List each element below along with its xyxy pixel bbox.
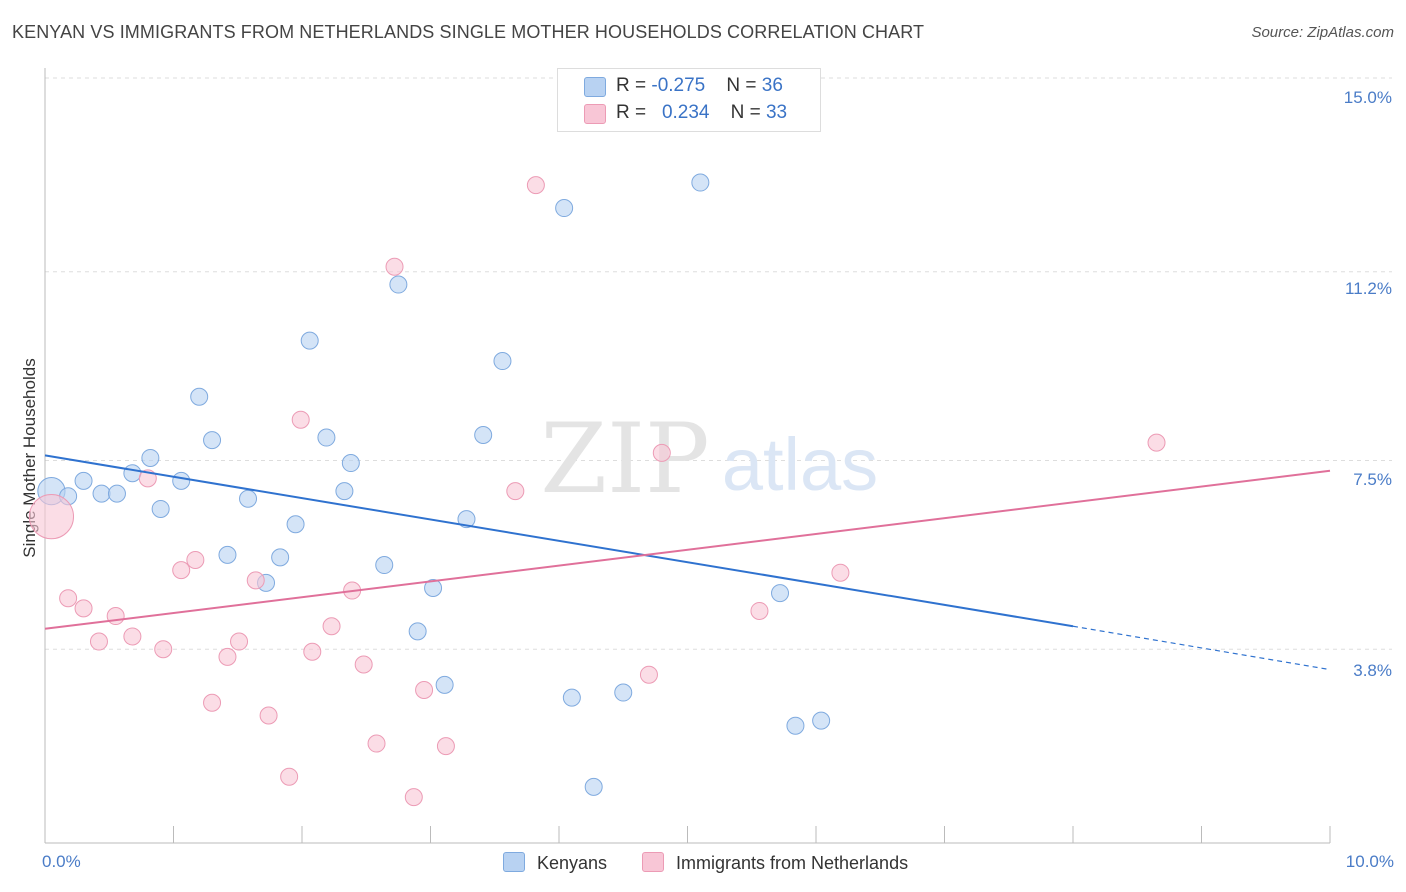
- r-value: 0.234: [661, 102, 710, 123]
- netherlands-point: [415, 681, 434, 699]
- chart-title: KENYAN VS IMMIGRANTS FROM NETHERLANDS SI…: [12, 22, 925, 42]
- x-tick-label-max: 10.0%: [1345, 852, 1394, 871]
- r-label: R =: [616, 75, 652, 96]
- kenyans-point: [474, 426, 493, 444]
- netherlands-point: [154, 640, 173, 659]
- legend-item-netherlands: Immigrants from Netherlands: [642, 852, 908, 874]
- netherlands-point: [639, 665, 658, 684]
- netherlands-point: [203, 693, 222, 712]
- netherlands-point: [354, 655, 373, 674]
- kenyans-legend-swatch: [503, 852, 525, 872]
- kenyans-point: [92, 484, 111, 503]
- netherlands-trendline: [44, 469, 1331, 630]
- watermark-zip: ZIP: [540, 403, 709, 515]
- netherlands-point: [246, 571, 265, 590]
- netherlands-legend-swatch: [642, 852, 664, 872]
- kenyans-point: [317, 428, 336, 447]
- kenyans-point: [123, 464, 142, 483]
- kenyans-trendline-extension: [1072, 625, 1331, 671]
- kenyans-point: [812, 711, 831, 730]
- kenyans-point: [614, 683, 633, 702]
- r-value: -0.275: [651, 75, 706, 96]
- kenyans-point: [335, 482, 354, 501]
- netherlands-point: [28, 493, 75, 540]
- kenyans-point: [141, 448, 160, 467]
- netherlands-point: [831, 563, 850, 582]
- netherlands-point: [89, 632, 108, 651]
- kenyans-point: [408, 622, 427, 641]
- y-tick-label: 7.5%: [1353, 470, 1392, 489]
- kenyans-point: [151, 499, 170, 518]
- y-tick-label: 11.2%: [1345, 279, 1392, 298]
- netherlands-point: [1147, 433, 1166, 452]
- kenyans-point: [107, 484, 126, 503]
- y-tick-label: 15.0%: [1343, 88, 1392, 107]
- kenyans-point: [691, 173, 710, 192]
- x-tick-label-min: 0.0%: [42, 852, 81, 871]
- kenyans-point: [493, 352, 512, 371]
- r-label: R =: [616, 102, 652, 123]
- kenyans-point: [555, 199, 574, 218]
- kenyans-point: [375, 556, 394, 575]
- kenyans-point: [435, 675, 454, 694]
- netherlands-point: [186, 550, 205, 569]
- kenyans-swatch: [584, 77, 606, 97]
- kenyans-point: [786, 716, 805, 735]
- netherlands-point: [385, 257, 404, 276]
- kenyans-point: [218, 545, 237, 564]
- kenyans-point: [286, 515, 305, 534]
- netherlands-point: [230, 632, 249, 651]
- n-value: 33: [765, 102, 788, 123]
- netherlands-point: [750, 601, 769, 620]
- kenyans-point: [74, 471, 93, 490]
- legend-item-kenyans: Kenyans: [503, 852, 607, 874]
- netherlands-point: [106, 607, 125, 626]
- n-label: N =: [726, 75, 762, 96]
- kenyans-point: [271, 548, 290, 567]
- netherlands-point: [172, 561, 191, 580]
- kenyans-point: [457, 510, 476, 529]
- n-label: N =: [730, 102, 766, 123]
- legend-label: Kenyans: [537, 853, 608, 873]
- netherlands-point: [259, 706, 278, 725]
- kenyans-point: [584, 777, 603, 796]
- n-value: 36: [761, 75, 783, 96]
- netherlands-point: [404, 788, 423, 807]
- source-label: Source: ZipAtlas.com: [1251, 24, 1394, 41]
- kenyans-point: [341, 454, 360, 473]
- netherlands-swatch: [584, 104, 606, 124]
- kenyans-point: [239, 489, 258, 508]
- netherlands-point: [367, 734, 386, 753]
- points-layer: [28, 173, 1166, 807]
- netherlands-point: [322, 617, 341, 636]
- netherlands-point: [652, 443, 671, 462]
- kenyans-point: [771, 584, 790, 603]
- netherlands-point: [123, 627, 142, 646]
- netherlands-point: [59, 589, 78, 608]
- kenyans-point: [389, 275, 408, 294]
- kenyans-point: [424, 579, 443, 597]
- y-tick-label: 3.8%: [1353, 661, 1392, 680]
- grid-layer: [45, 77, 1392, 650]
- netherlands-point: [526, 176, 545, 195]
- netherlands-point: [291, 410, 310, 429]
- kenyans-point: [172, 471, 191, 490]
- stats-legend: R = -0.275 N = 36 R = 0.234 N = 33: [557, 68, 821, 132]
- legend-label: Immigrants from Netherlands: [676, 853, 909, 873]
- kenyans-point: [562, 688, 581, 707]
- trend-layer: [44, 454, 1331, 671]
- netherlands-point: [74, 599, 93, 618]
- netherlands-point: [436, 737, 455, 756]
- kenyans-point: [203, 431, 222, 450]
- kenyans-point: [300, 331, 319, 350]
- netherlands-point: [218, 647, 237, 666]
- watermark-atlas: atlas: [722, 423, 878, 506]
- netherlands-point: [506, 482, 525, 501]
- kenyans-point: [190, 387, 209, 406]
- netherlands-point: [303, 642, 322, 661]
- netherlands-point: [280, 767, 299, 786]
- kenyans-trendline: [44, 454, 1074, 628]
